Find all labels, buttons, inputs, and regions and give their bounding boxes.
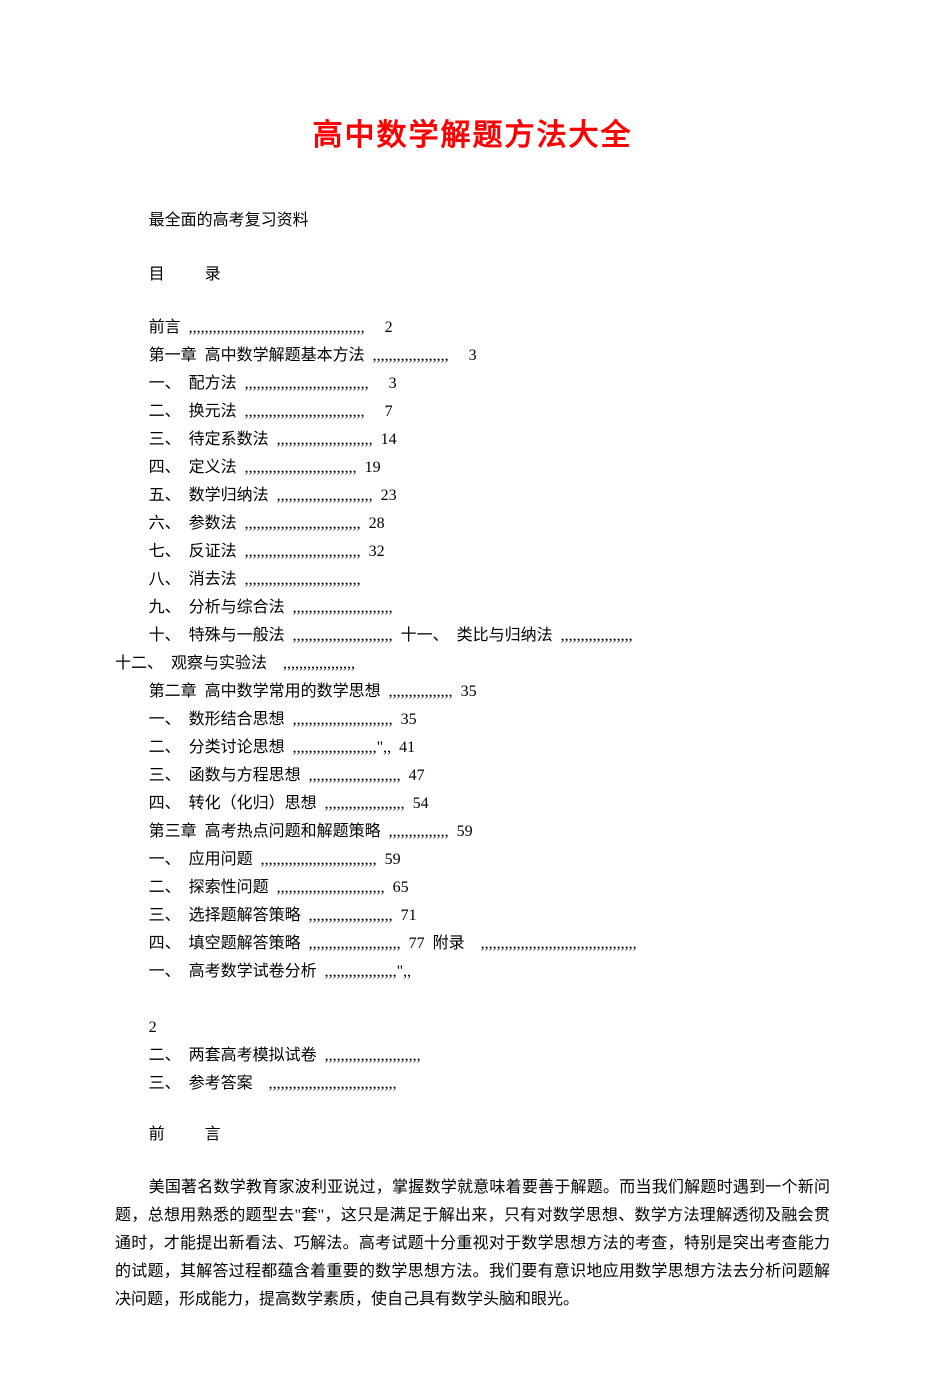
document-subtitle: 最全面的高考复习资料: [115, 206, 830, 230]
spacer: [115, 1098, 830, 1120]
toc-entry: 第一章 高中数学解题基本方法 ,,,,,,,,,,,,,,,,,,, 3: [115, 342, 830, 370]
toc-entry: 三、 参考答案 ,,,,,,,,,,,,,,,,,,,,,,,,,,,,,,,,: [115, 1070, 830, 1098]
preface-paragraph: 美国著名数学教育家波利亚说过，掌握数学就意味着要善于解题。而当我们解题时遇到一个…: [115, 1174, 830, 1314]
toc-entry: 四、 定义法 ,,,,,,,,,,,,,,,,,,,,,,,,,,,, 19: [115, 454, 830, 482]
toc-entry: 一、 高考数学试卷分析 ,,,,,,,,,,,,,,,,,,",,: [115, 958, 830, 986]
spacer: [115, 986, 830, 1014]
toc-heading: 目 录: [115, 260, 830, 284]
toc-entry: 第二章 高中数学常用的数学思想 ,,,,,,,,,,,,,,,, 35: [115, 678, 830, 706]
toc-entry: 二、 分类讨论思想 ,,,,,,,,,,,,,,,,,,,,,",, 41: [115, 734, 830, 762]
toc-entry: 九、 分析与综合法 ,,,,,,,,,,,,,,,,,,,,,,,,,: [115, 594, 830, 622]
toc-entry: 三、 函数与方程思想 ,,,,,,,,,,,,,,,,,,,,,,, 47: [115, 762, 830, 790]
toc-entry: 四、 转化（化归）思想 ,,,,,,,,,,,,,,,,,,,, 54: [115, 790, 830, 818]
table-of-contents: 前言 ,,,,,,,,,,,,,,,,,,,,,,,,,,,,,,,,,,,,,…: [115, 314, 830, 1098]
toc-entry: 一、 应用问题 ,,,,,,,,,,,,,,,,,,,,,,,,,,,,, 59: [115, 846, 830, 874]
toc-entry: 二、 换元法 ,,,,,,,,,,,,,,,,,,,,,,,,,,,,,, 7: [115, 398, 830, 426]
toc-entry: 八、 消去法 ,,,,,,,,,,,,,,,,,,,,,,,,,,,,,: [115, 566, 830, 594]
toc-entry: 一、 数形结合思想 ,,,,,,,,,,,,,,,,,,,,,,,,, 35: [115, 706, 830, 734]
toc-entry: 三、 选择题解答策略 ,,,,,,,,,,,,,,,,,,,,, 71: [115, 902, 830, 930]
toc-entry: 2: [115, 1014, 830, 1042]
paragraph-text: 美国著名数学教育家波利亚说过，掌握数学就意味着要善于解题。而当我们解题时遇到一个…: [115, 1174, 830, 1314]
toc-entry: 七、 反证法 ,,,,,,,,,,,,,,,,,,,,,,,,,,,,, 32: [115, 538, 830, 566]
toc-entry: 四、 填空题解答策略 ,,,,,,,,,,,,,,,,,,,,,,, 77 附录…: [115, 930, 830, 958]
toc-entry: 十、 特殊与一般法 ,,,,,,,,,,,,,,,,,,,,,,,,, 十一、 …: [115, 622, 830, 650]
toc-entry: 前言 ,,,,,,,,,,,,,,,,,,,,,,,,,,,,,,,,,,,,,…: [115, 314, 830, 342]
toc-entry: 五、 数学归纳法 ,,,,,,,,,,,,,,,,,,,,,,,, 23: [115, 482, 830, 510]
toc-entry: 一、 配方法 ,,,,,,,,,,,,,,,,,,,,,,,,,,,,,,, 3: [115, 370, 830, 398]
toc-entry: 三、 待定系数法 ,,,,,,,,,,,,,,,,,,,,,,,, 14: [115, 426, 830, 454]
toc-entry: 第三章 高考热点问题和解题策略 ,,,,,,,,,,,,,,, 59: [115, 818, 830, 846]
toc-entry: 十二、 观察与实验法 ,,,,,,,,,,,,,,,,,,: [115, 650, 830, 678]
toc-entry: 二、 两套高考模拟试卷 ,,,,,,,,,,,,,,,,,,,,,,,,: [115, 1042, 830, 1070]
document-page: 高中数学解题方法大全 最全面的高考复习资料 目 录 前言 ,,,,,,,,,,,…: [0, 0, 945, 1394]
document-title: 高中数学解题方法大全: [115, 110, 830, 154]
toc-entry: 六、 参数法 ,,,,,,,,,,,,,,,,,,,,,,,,,,,,, 28: [115, 510, 830, 538]
preface-heading: 前 言: [115, 1120, 830, 1144]
toc-entry: 二、 探索性问题 ,,,,,,,,,,,,,,,,,,,,,,,,,,, 65: [115, 874, 830, 902]
